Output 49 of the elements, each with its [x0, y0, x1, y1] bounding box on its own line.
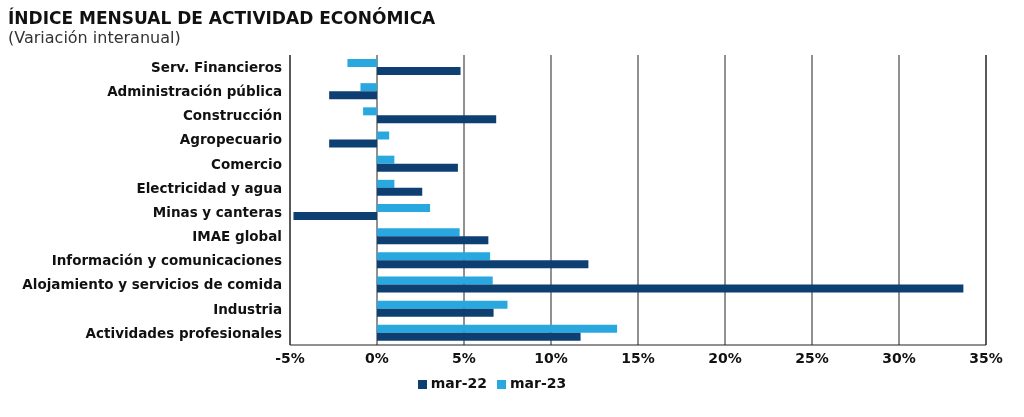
- bar: [377, 300, 508, 309]
- x-tick-label: 0%: [365, 349, 389, 366]
- bar: [377, 332, 581, 341]
- bar: [329, 91, 377, 100]
- bar: [329, 139, 377, 148]
- chart-title: ÍNDICE MENSUAL DE ACTIVIDAD ECONÓMICA: [8, 8, 437, 28]
- y-tick-label: Agropecuario: [179, 131, 282, 148]
- x-tick-label: 10%: [534, 349, 568, 366]
- legend-label: mar-22: [430, 375, 487, 391]
- bar: [377, 131, 390, 140]
- y-tick-label: Industria: [213, 300, 282, 317]
- x-tick-label: -5%: [275, 349, 305, 366]
- y-tick-label: Administración pública: [107, 83, 282, 100]
- bar: [377, 236, 489, 245]
- bar: [377, 260, 589, 269]
- y-tick-label: Información y comunicaciones: [51, 252, 282, 269]
- legend-label: mar-23: [510, 375, 567, 391]
- y-tick-label: Alojamiento y servicios de comida: [22, 276, 282, 293]
- y-tick-label: Minas y canteras: [152, 203, 282, 220]
- bar: [377, 155, 395, 164]
- bar: [377, 276, 493, 285]
- x-tick-label: 30%: [882, 349, 916, 366]
- x-tick-label: 25%: [795, 349, 829, 366]
- bar: [377, 204, 431, 212]
- bar: [377, 187, 423, 196]
- bar: [377, 163, 458, 172]
- bar: [377, 179, 395, 188]
- y-tick-label: Electricidad y agua: [136, 179, 282, 196]
- text: (Variación interanual): [8, 28, 182, 47]
- y-tick-label: Actividades profesionales: [85, 324, 282, 341]
- bar: [360, 83, 377, 92]
- bar: [363, 107, 377, 116]
- bar: [377, 308, 494, 317]
- x-tick-label: 35%: [969, 349, 1003, 366]
- bar: [377, 284, 964, 293]
- bar: [347, 59, 377, 67]
- bar: [377, 115, 497, 124]
- y-tick-label: Comercio: [211, 155, 282, 172]
- x-tick-label: 15%: [621, 349, 655, 366]
- bar: [377, 67, 461, 75]
- y-tick-label: Construcción: [182, 107, 282, 124]
- bar: [293, 212, 377, 220]
- x-tick-label: 5%: [452, 349, 476, 366]
- bar: [377, 324, 618, 333]
- y-tick-label: Serv. Financieros: [151, 58, 282, 75]
- y-tick-label: IMAE global: [192, 228, 282, 245]
- bar: [377, 252, 491, 261]
- bar: [377, 228, 460, 237]
- x-tick-label: 20%: [708, 349, 742, 366]
